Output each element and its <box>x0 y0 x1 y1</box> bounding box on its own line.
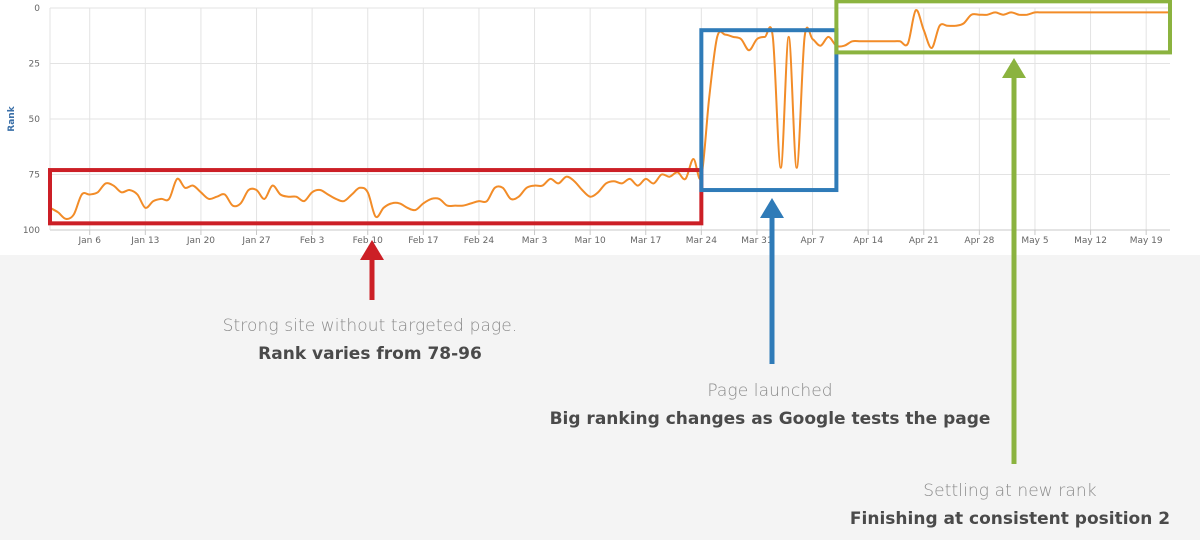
chart-panel: 0 25 50 75 100 Jan 6 Jan 13 Jan 20 Jan 27 Feb 3 Fe… <box>0 0 1200 464</box>
y-tick-label: 25 <box>29 60 40 70</box>
annotation-green-line1: Settling at new rank <box>923 481 1097 501</box>
y-tick-label: 100 <box>23 226 40 236</box>
y-tick-label: 50 <box>29 115 41 125</box>
x-tick-label: Mar 17 <box>630 236 661 246</box>
annotation-layer <box>48 0 1173 464</box>
x-tick-label: Mar 3 <box>522 236 548 246</box>
x-tick-label: Apr 14 <box>853 236 883 246</box>
x-tick-label: Feb 3 <box>300 236 325 246</box>
rank-series-line <box>49 9 1170 220</box>
annotation-arrow-head-red <box>360 240 384 260</box>
x-tick-label: Jan 20 <box>186 236 215 246</box>
annotation-box-green <box>834 0 1173 55</box>
annotation-red: Strong site without targeted page. Rank … <box>160 316 580 364</box>
annotation-box-blue <box>699 28 839 193</box>
x-tick-label: Apr 28 <box>964 236 994 246</box>
annotation-blue-line1: Page launched <box>707 381 833 401</box>
axes: 0 25 50 75 100 Jan 6 Jan 13 Jan 20 Jan 27 Feb 3 Fe… <box>7 4 1170 246</box>
x-tick-label: Feb 17 <box>408 236 438 246</box>
x-tick-label: May 19 <box>1130 236 1163 246</box>
y-axis-title: Rank <box>7 105 17 131</box>
annotation-blue: Page launched Big ranking changes as Goo… <box>520 381 1020 429</box>
x-tick-label: Mar 10 <box>574 236 606 246</box>
annotation-arrow-head-blue <box>760 198 784 218</box>
x-tick-label: Apr 21 <box>909 236 939 246</box>
series-layer <box>49 9 1170 220</box>
x-tick-label: Mar 24 <box>686 236 718 246</box>
x-tick-label: Jan 6 <box>77 236 101 246</box>
x-tick-label: May 12 <box>1074 236 1107 246</box>
x-tick-label: Feb 10 <box>353 236 384 246</box>
annotation-red-line1: Strong site without targeted page. <box>222 316 518 336</box>
y-tick-label: 0 <box>34 4 40 14</box>
annotation-red-line2: Rank varies from 78-96 <box>258 344 482 364</box>
x-tick-label: May 5 <box>1021 236 1048 246</box>
y-tick-label: 75 <box>29 171 40 181</box>
x-tick-label: Jan 13 <box>130 236 159 246</box>
x-tick-label: Jan 27 <box>241 236 270 246</box>
annotation-box-red <box>48 168 704 226</box>
x-tick-label: Feb 24 <box>464 236 495 246</box>
annotation-green: Settling at new rank Finishing at consis… <box>810 481 1200 529</box>
x-tick-label: Mar 31 <box>741 236 772 246</box>
x-tick-label: Apr 7 <box>800 236 824 246</box>
annotation-arrow-head-green <box>1002 58 1026 78</box>
annotation-green-line2: Finishing at consistent position 2 <box>849 509 1171 529</box>
annotation-blue-line2: Big ranking changes as Google tests the … <box>549 409 991 429</box>
